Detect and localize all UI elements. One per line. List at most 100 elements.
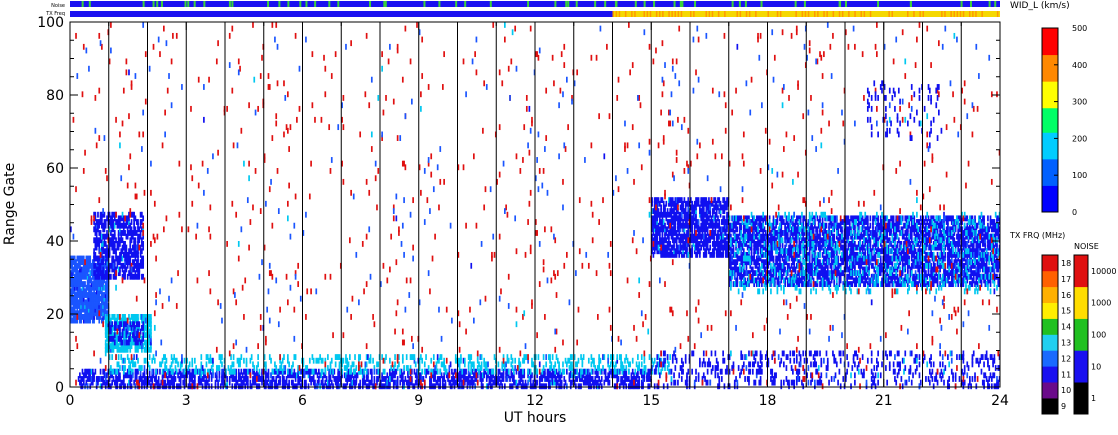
echo-cell <box>76 262 79 269</box>
echo-cell <box>351 379 354 386</box>
echo-cell <box>194 372 196 379</box>
echo-cell <box>84 262 86 269</box>
echo-cell <box>513 379 515 386</box>
echo-cell <box>117 361 120 368</box>
echo-cell <box>549 372 551 379</box>
echo-cell <box>750 266 753 273</box>
echo-cell <box>101 266 103 273</box>
echo-cell <box>196 368 199 375</box>
echo-cell <box>124 255 126 262</box>
echo-cell <box>752 266 754 273</box>
echo-cell <box>785 273 788 280</box>
echo-cell <box>742 222 745 229</box>
echo-cell <box>748 233 750 240</box>
echo-cell <box>631 379 634 386</box>
echo-cell <box>657 230 660 236</box>
echo-cell <box>436 354 439 360</box>
echo-cell <box>116 332 119 339</box>
txfreq-bar-mark <box>919 11 921 17</box>
echo-cell <box>785 255 788 262</box>
echo-cell <box>310 379 312 386</box>
echo-cell <box>219 354 222 360</box>
echo-cell <box>267 368 270 375</box>
echo-cell <box>120 354 123 360</box>
echo-cell <box>265 372 267 379</box>
echo-cell <box>85 262 88 269</box>
echo-cell <box>239 372 241 379</box>
echo-cell <box>810 237 812 244</box>
echo-cell <box>244 372 247 379</box>
echo-cell <box>129 368 132 375</box>
echo-cell <box>241 379 244 386</box>
echo-cell <box>237 376 240 382</box>
echo-cell <box>702 197 705 204</box>
echo-cell <box>718 200 721 207</box>
echo-cell <box>593 383 595 390</box>
echo-cell <box>687 197 690 204</box>
echo-cell <box>101 317 103 324</box>
echo-cell <box>129 365 132 371</box>
echo-cell <box>430 357 433 364</box>
echo-cell <box>133 237 135 244</box>
echo-cell <box>683 241 686 247</box>
echo-cell <box>692 237 695 244</box>
echo-cell <box>612 368 615 375</box>
echo-cell <box>799 259 802 266</box>
echo-cell <box>673 200 675 207</box>
echo-cell <box>699 251 701 258</box>
echo-cell <box>101 251 103 258</box>
echo-cell <box>310 368 312 375</box>
echo-cell <box>771 222 774 229</box>
echo-cell <box>86 270 89 277</box>
echo-cell <box>108 324 111 331</box>
echo-cell <box>124 230 126 236</box>
echo-cell <box>138 339 141 346</box>
echo-cell <box>81 255 84 262</box>
echo-cell <box>279 376 281 382</box>
echo-cell <box>427 365 430 371</box>
echo-cell <box>79 317 81 324</box>
echo-cell <box>777 281 780 287</box>
echo-cell <box>763 259 766 266</box>
echo-cell <box>741 255 744 262</box>
echo-cell <box>425 354 427 360</box>
echo-cell <box>773 226 776 233</box>
echo-cell <box>142 273 145 280</box>
echo-cell <box>745 259 748 266</box>
echo-cell <box>691 219 693 225</box>
echo-cell <box>201 383 204 390</box>
echo-cell <box>93 295 95 302</box>
echo-cell <box>784 259 786 266</box>
echo-cell <box>647 376 650 382</box>
echo-cell <box>745 251 748 258</box>
echo-cell <box>801 277 803 284</box>
echo-cell <box>695 197 697 204</box>
echo-cell <box>529 368 532 375</box>
echo-cell <box>71 295 73 302</box>
echo-cell <box>482 383 484 390</box>
echo-cell <box>458 357 461 364</box>
echo-cell <box>842 270 845 277</box>
echo-cell <box>423 361 426 368</box>
echo-cell <box>660 226 662 233</box>
echo-cell <box>240 376 243 382</box>
echo-cell <box>677 208 679 214</box>
echo-cell <box>303 379 306 386</box>
echo-cell <box>646 372 648 379</box>
echo-cell <box>651 197 653 204</box>
echo-cell <box>786 266 789 273</box>
echo-cell <box>111 343 114 350</box>
echo-cell <box>699 248 701 255</box>
echo-cell <box>364 379 367 386</box>
echo-cell <box>755 241 758 247</box>
echo-cell <box>568 372 571 379</box>
echo-cell <box>122 219 125 225</box>
echo-cell <box>95 306 98 313</box>
echo-cell <box>754 270 757 277</box>
echo-cell <box>687 211 690 218</box>
echo-cell <box>190 376 192 382</box>
echo-cell <box>815 226 817 233</box>
echo-cell <box>401 372 404 379</box>
echo-cell <box>401 383 404 390</box>
echo-cell <box>709 200 712 207</box>
